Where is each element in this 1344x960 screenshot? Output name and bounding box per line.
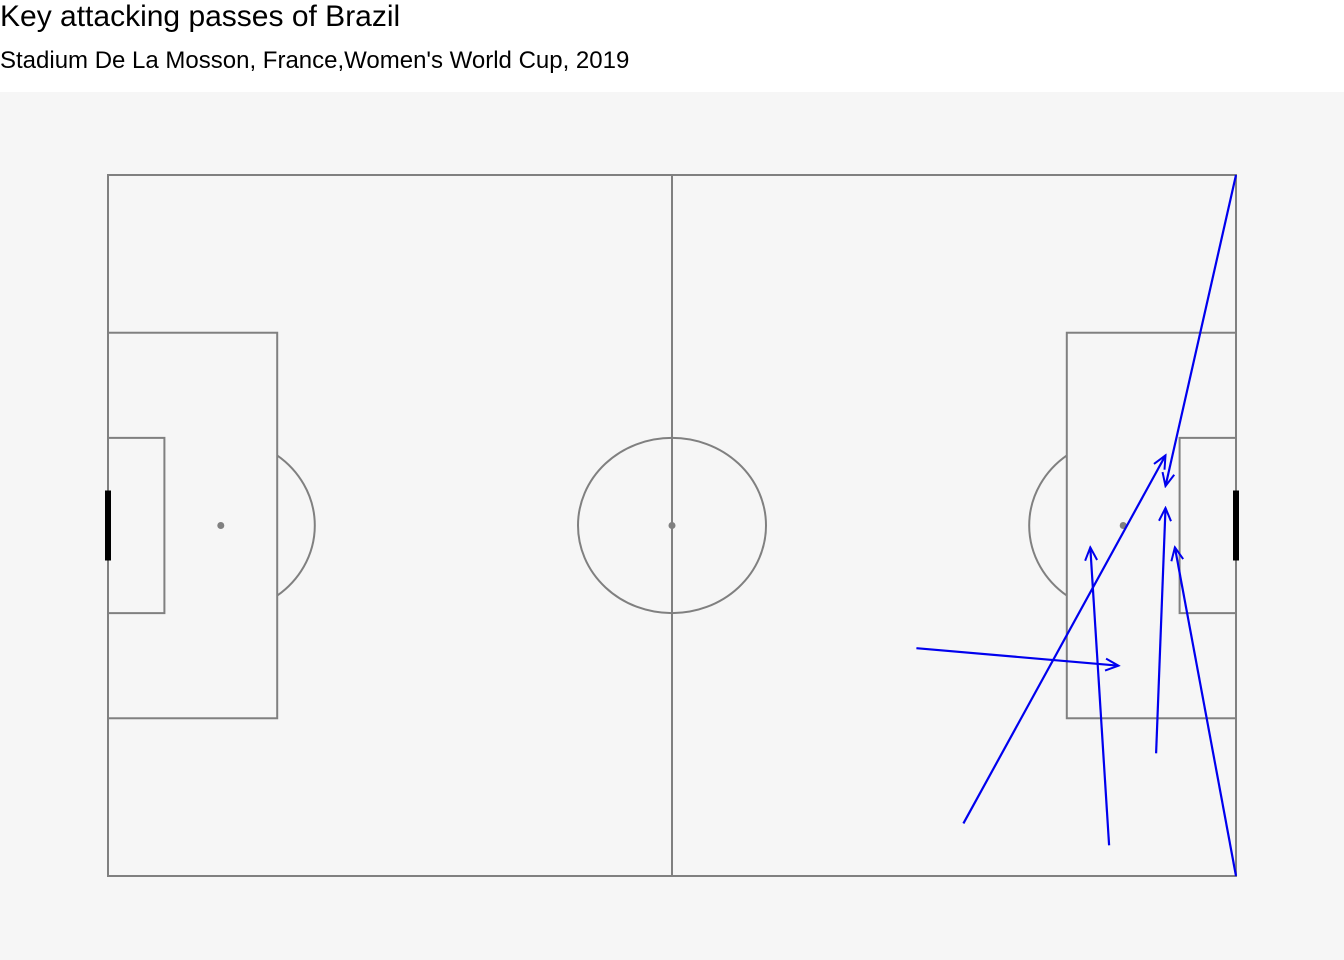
pass-arrow-6: [1166, 174, 1238, 486]
pass-arrow-3: [1090, 547, 1111, 846]
pass-arrow-1: [916, 647, 1118, 666]
left-penalty-arc: [276, 454, 316, 597]
pitch-markings: [105, 174, 1239, 877]
left-penalty-area: [107, 331, 279, 720]
center-spot: [668, 522, 676, 529]
left-penalty-spot: [217, 522, 225, 529]
pass-arrow-2: [962, 455, 1165, 824]
right-penalty-arc: [1028, 454, 1068, 597]
chart-title: Key attacking passes of Brazil: [0, 0, 401, 33]
chart-subtitle: Stadium De La Mosson, France,Women's Wor…: [0, 47, 630, 74]
right-six-yard-box: [1178, 436, 1237, 615]
pass-arrow-5: [1175, 547, 1238, 877]
center-circle: [577, 436, 767, 615]
left-six-yard-box: [107, 436, 166, 615]
right-penalty-area: [1065, 331, 1238, 720]
pass-arrow-4: [1155, 508, 1165, 754]
pass-arrows: [916, 174, 1238, 877]
